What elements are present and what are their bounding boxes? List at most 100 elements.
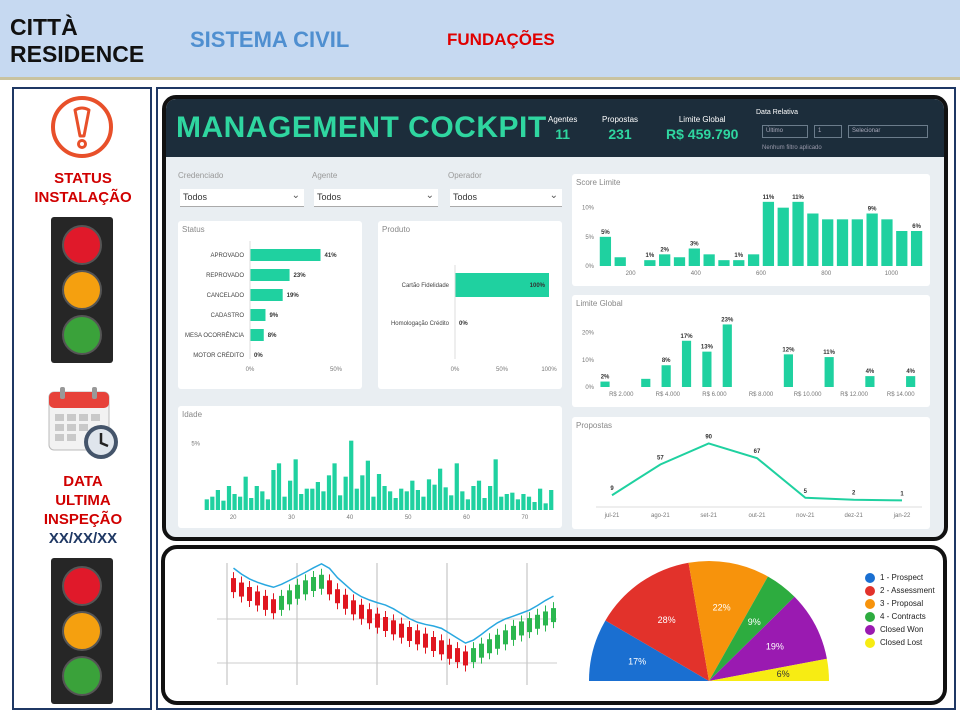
legend-label: Closed Won	[880, 625, 924, 635]
bar	[343, 476, 348, 510]
candle	[319, 574, 324, 589]
data-label: 4%	[906, 369, 915, 375]
tick-label: 400	[691, 271, 702, 277]
data-label: 4%	[866, 369, 875, 375]
bottom-charts-panel: 17% 28% 22% 9% 19% 6% 1 - Prospect 2 - Assessm…	[161, 545, 947, 705]
main-dashboard-panel: MANAGEMENT COCKPIT Agentes 11 Propostas 23…	[156, 87, 956, 710]
tick-label: 0%	[451, 367, 460, 373]
tick-label: R$ 10.000	[794, 392, 822, 398]
candle	[255, 591, 260, 606]
date-mode-select[interactable]: Último	[762, 125, 808, 138]
amber-light	[62, 611, 102, 651]
date-label-line1: DATA	[63, 473, 103, 490]
filter-agente[interactable]: Todos ⌄	[314, 189, 438, 207]
tick-label: 200	[626, 271, 637, 277]
bar	[881, 219, 893, 266]
chevron-down-icon: ⌄	[291, 190, 300, 201]
bar	[510, 492, 515, 510]
bar	[265, 499, 270, 510]
bar	[338, 495, 343, 510]
bar	[824, 357, 834, 387]
bar	[906, 376, 916, 387]
bar	[807, 213, 819, 266]
amber-light	[62, 270, 102, 310]
bar	[896, 231, 908, 266]
tick-label: 40	[346, 515, 353, 521]
tick-label: 10%	[582, 206, 595, 212]
trend-line	[233, 563, 554, 644]
bar	[438, 468, 443, 510]
bar	[388, 491, 393, 510]
chart-title: Limite Global	[576, 299, 623, 308]
category-label: MOTOR CRÉDITO	[193, 352, 244, 359]
date-qty-input[interactable]: 1	[814, 125, 842, 138]
filter-operador[interactable]: Todos ⌄	[450, 189, 562, 207]
bar	[426, 479, 432, 510]
candle	[447, 644, 452, 659]
candle	[415, 630, 420, 645]
bar	[538, 488, 543, 510]
data-label: 13%	[701, 345, 714, 351]
bar	[476, 480, 482, 510]
bar	[454, 463, 459, 510]
bar	[792, 201, 804, 266]
bar	[733, 260, 745, 266]
tick-label: jan-22	[893, 513, 911, 519]
bar	[410, 480, 415, 510]
filter-credenciado[interactable]: Todos ⌄	[180, 189, 304, 207]
propostas-card: Propostas 9 jul-21 57 ago-21 90 set-21 67 out-2…	[572, 417, 930, 529]
data-label: 6%	[912, 224, 921, 230]
status-traffic-light	[51, 217, 113, 363]
bar	[836, 219, 849, 266]
bar	[221, 500, 226, 510]
bar	[718, 260, 730, 266]
green-light	[62, 315, 102, 355]
bar	[332, 463, 337, 510]
candle	[295, 584, 300, 599]
tick-label: 50%	[330, 367, 343, 373]
tick-label: ago-21	[651, 513, 670, 519]
bar	[326, 475, 332, 510]
candle	[479, 643, 484, 658]
red-light	[62, 225, 102, 265]
chevron-down-icon: ⌄	[549, 190, 558, 201]
candle	[527, 618, 532, 633]
produto-chart: Cartão Fidelidade 100% Homologação Crédito…	[391, 265, 557, 373]
candle	[375, 613, 380, 628]
date-label-line2: ULTIMA	[55, 492, 111, 509]
tick-label: 600	[756, 271, 767, 277]
tick-label: 10%	[582, 358, 595, 364]
bar	[404, 491, 409, 510]
pie-slice	[709, 596, 827, 681]
legend-swatch	[865, 573, 875, 583]
bar	[249, 498, 254, 510]
data-label: 12%	[782, 347, 795, 353]
chart-title: Status	[182, 225, 205, 234]
inspection-date-value: XX/XX/XX	[48, 530, 118, 547]
date-filter-label: Data Relativa	[756, 109, 799, 116]
bar	[460, 491, 465, 510]
limite-global-card: Limite Global 0% 10% 20% 2% 8% 17% 13% 23% 12% 11…	[572, 295, 930, 407]
bar	[641, 378, 651, 387]
bar	[722, 324, 732, 387]
legend-entry: 1 - Prospect	[865, 573, 923, 583]
bar	[349, 440, 354, 510]
tick-label: 70	[521, 515, 528, 521]
data-label: 11%	[823, 350, 835, 356]
date-label-line3: INSPEÇÃO	[43, 511, 123, 528]
candle	[399, 623, 404, 638]
bar	[673, 257, 686, 266]
data-label: 9%	[868, 207, 877, 213]
bar	[851, 219, 863, 266]
produto-chart-card: Produto Cartão Fidelidade 100% Homologação…	[378, 221, 562, 389]
date-unit-select[interactable]: Selecionar	[848, 125, 928, 138]
data-label: 19%	[766, 642, 784, 652]
legend-label: 3 - Proposal	[880, 599, 924, 609]
data-label: 1	[900, 491, 904, 497]
data-label: 11%	[763, 195, 775, 201]
chart-title: Idade	[182, 410, 203, 419]
chart-title: Score Limite	[576, 178, 621, 187]
candle	[327, 580, 332, 595]
bar	[276, 463, 282, 510]
bar	[271, 470, 276, 510]
